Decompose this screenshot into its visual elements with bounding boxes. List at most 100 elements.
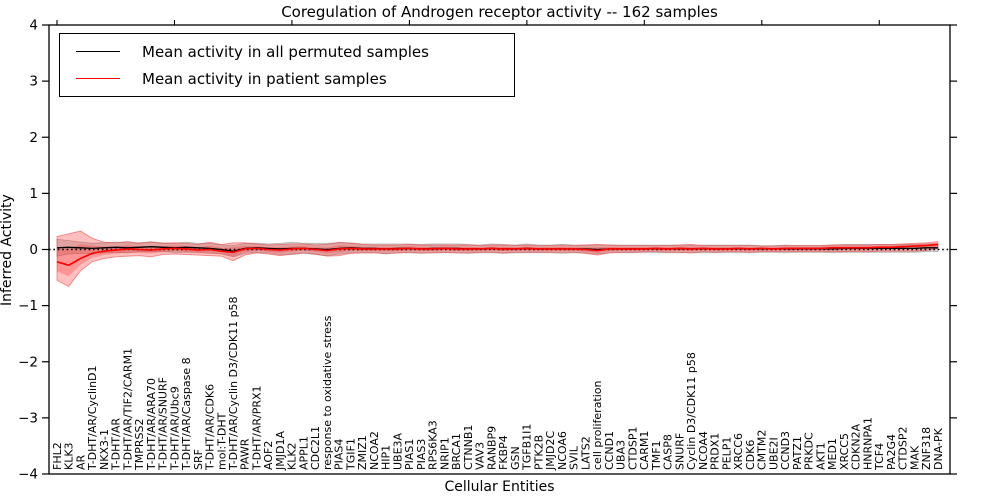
x-tick-label: T-DHT/AR/CDK6 <box>204 384 217 471</box>
x-tick-label: CDK6 <box>744 440 757 470</box>
x-tick-label: UBE2I <box>767 437 780 470</box>
x-tick-label: HIP1 <box>380 445 393 470</box>
x-tick-label: CCND3 <box>779 431 792 470</box>
x-tick-label: XRCC6 <box>732 433 745 470</box>
x-tick-label: CTDSP2 <box>897 427 910 470</box>
x-tick-label: TMF1 <box>650 440 663 471</box>
x-tick-label: CCND1 <box>603 431 616 470</box>
legend: Mean activity in all permuted samples Me… <box>59 33 515 97</box>
x-tick-label: MAK <box>908 445 921 470</box>
x-tick-label: VAV3 <box>474 442 487 470</box>
y-tick-label: −3 <box>18 410 38 426</box>
legend-entry-permuted: Mean activity in all permuted samples <box>76 43 514 61</box>
x-tick-label: CTNNB1 <box>462 425 475 470</box>
x-tick-label: PA2G4 <box>885 434 898 470</box>
patient-mean-line <box>56 243 939 267</box>
legend-label-permuted: Mean activity in all permuted samples <box>142 42 429 61</box>
chart-title: Coregulation of Androgen receptor activi… <box>281 3 718 21</box>
x-tick-label: NCOA6 <box>556 431 569 470</box>
x-tick-label: NRIP1 <box>438 437 451 470</box>
x-tick-label: PRDX1 <box>709 433 722 470</box>
y-tick-label: 4 <box>29 18 38 34</box>
x-tick-label: LATS2 <box>579 436 592 470</box>
x-tick-label: TCF4 <box>873 443 886 471</box>
axes-frame <box>48 24 951 475</box>
x-tick-label: PTK2B <box>532 435 545 470</box>
x-axis-label: Cellular Entities <box>444 479 555 495</box>
x-tick-label: APPL1 <box>298 436 311 470</box>
legend-label-patient: Mean activity in patient samples <box>142 69 387 88</box>
x-tick-label: T-DHT/AR/TIF2/CARM1 <box>121 348 134 471</box>
patient-std-band <box>56 230 939 288</box>
x-tick-label: SNURF <box>673 433 686 470</box>
y-tick-label: 2 <box>29 130 38 146</box>
y-tick-label: 1 <box>29 186 38 202</box>
x-tick-label: T-DHT/AR/ARA70 <box>145 378 158 471</box>
x-tick-label: PIAS3 <box>415 439 428 470</box>
x-tick-label: T-DHT/AR/Ubc9 <box>168 386 181 471</box>
x-tick-label: TGIF1 <box>345 438 358 471</box>
x-tick-label: XRCC5 <box>838 433 851 470</box>
x-tick-label: response to oxidative stress <box>321 315 334 470</box>
x-tick-label: T-DHT/AR <box>110 418 123 471</box>
x-tick-label: CDKN2A <box>850 423 863 470</box>
x-tick-label: FHL2 <box>51 442 64 470</box>
legend-line-permuted-icon <box>76 51 120 52</box>
x-tick-label: AKT1 <box>814 442 827 470</box>
x-tick-label: TGFB1I1 <box>521 424 534 471</box>
x-tick-label: CTDSP1 <box>626 427 639 470</box>
x-tick-label: UBE3A <box>392 432 405 470</box>
x-tick-label: PAWR <box>239 438 252 470</box>
x-tick-label: SRF <box>192 449 205 470</box>
y-tick-label: 3 <box>29 74 38 90</box>
x-tick-label: BRCA1 <box>450 433 463 470</box>
x-tick-label: NCOA2 <box>368 431 381 470</box>
x-tick-label: T-DHT/AR/PRX1 <box>251 385 264 471</box>
legend-entry-patient: Mean activity in patient samples <box>76 70 514 88</box>
legend-line-patient-icon <box>76 78 120 79</box>
x-tick-label: MED1 <box>826 438 839 470</box>
x-tick-label: KLK3 <box>63 442 76 470</box>
x-tick-label: T-DHT/AR/CyclinD1 <box>86 365 99 471</box>
x-tick-label: UBA3 <box>615 440 628 470</box>
x-tick-label: KLK2 <box>286 442 299 470</box>
x-tick-label: AOF2 <box>262 441 275 470</box>
x-tick-label: PRKDC <box>803 432 816 470</box>
x-tick-label: CASP8 <box>662 434 675 470</box>
y-tick-label: −4 <box>18 467 38 483</box>
x-tick-label: AR <box>74 454 87 470</box>
x-tick-label: FKBP4 <box>497 435 510 470</box>
x-tick-label: RPS6KA3 <box>427 420 440 470</box>
patient-std-band-inner <box>57 243 938 277</box>
x-tick-label: PIAS4 <box>333 439 346 470</box>
x-tick-label: cell proliferation <box>591 380 604 470</box>
x-tick-label: CDC2L1 <box>309 426 322 470</box>
x-tick-label: Cyclin D3/CDK11 p58 <box>685 352 698 470</box>
x-tick-label: JMJD2C <box>544 431 557 471</box>
x-tick-label: HNRNPA1 <box>861 417 874 470</box>
y-tick-label: −2 <box>18 354 38 370</box>
x-tick-label: JMJD1A <box>274 431 287 471</box>
x-tick-label: NKX3-1 <box>98 429 111 470</box>
y-tick-label: −1 <box>18 298 38 314</box>
x-tick-label: CMTM2 <box>756 430 769 470</box>
x-tick-label: NCOA4 <box>697 431 710 470</box>
x-tick-label: T-DHT/AR/SNURF <box>157 377 170 471</box>
x-tick-label: ZNF318 <box>920 427 933 470</box>
x-tick-label: PELP1 <box>720 437 733 470</box>
y-tick-label: 0 <box>29 242 38 258</box>
x-tick-label: PIAS1 <box>403 439 416 470</box>
x-tick-label: CARM1 <box>638 431 651 470</box>
x-tick-label: ZMIZ1 <box>356 435 369 470</box>
x-tick-label: TMPRSS2 <box>133 419 146 471</box>
x-tick-label: mol:T-DHT <box>215 412 228 470</box>
x-tick-label: T-DHT/AR/Caspase 8 <box>180 357 193 471</box>
x-tick-label: SVIL <box>568 445 581 470</box>
x-tick-label: DNA-PK <box>932 427 945 470</box>
x-tick-label: RANBP9 <box>485 426 498 470</box>
x-tick-label: T-DHT/AR/Cyclin D3/CDK11 p58 <box>227 296 240 471</box>
x-tick-label: GSN <box>509 446 522 470</box>
x-tick-label: PATZ1 <box>791 436 804 470</box>
